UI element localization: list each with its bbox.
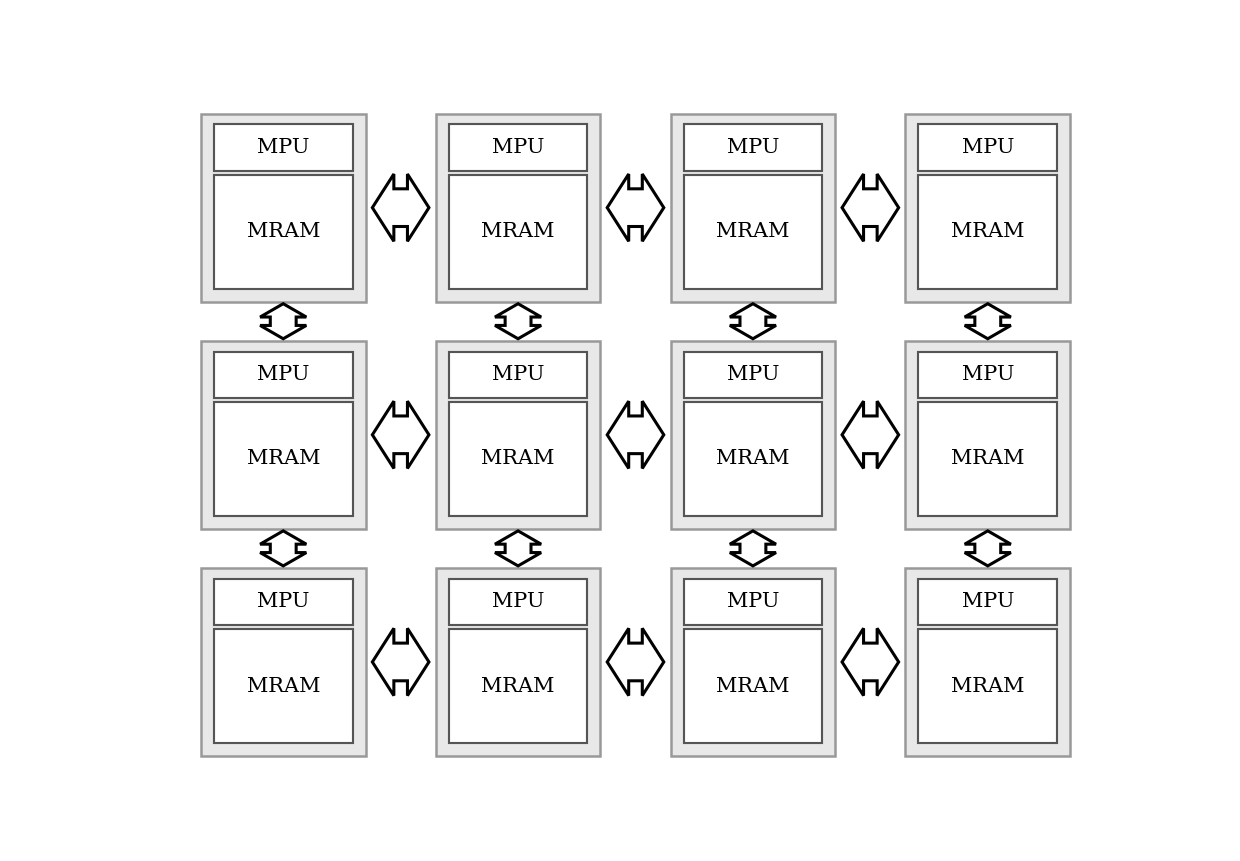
Bar — [683, 402, 822, 516]
Bar — [683, 175, 822, 288]
Polygon shape — [608, 174, 663, 241]
Polygon shape — [495, 531, 541, 566]
Bar — [919, 351, 1056, 398]
Text: MPU: MPU — [492, 592, 544, 611]
Text: MRAM: MRAM — [247, 677, 320, 696]
Text: MPU: MPU — [727, 592, 779, 611]
Polygon shape — [372, 174, 429, 241]
Bar — [215, 629, 352, 743]
Bar — [435, 341, 600, 529]
Polygon shape — [730, 304, 776, 338]
Bar — [683, 629, 822, 743]
Bar — [683, 579, 822, 625]
Bar — [201, 568, 366, 756]
Bar — [215, 175, 352, 288]
Text: MPU: MPU — [257, 138, 310, 157]
Bar — [919, 402, 1056, 516]
Polygon shape — [730, 531, 776, 566]
Bar — [683, 351, 822, 398]
Bar — [919, 175, 1056, 288]
Text: MPU: MPU — [961, 138, 1014, 157]
Text: MRAM: MRAM — [481, 222, 554, 241]
Bar — [201, 114, 366, 301]
Bar — [449, 629, 588, 743]
Text: MRAM: MRAM — [951, 222, 1024, 241]
Text: MRAM: MRAM — [247, 449, 320, 468]
Text: MPU: MPU — [492, 365, 544, 384]
Polygon shape — [965, 304, 1011, 338]
Bar — [919, 629, 1056, 743]
Bar — [671, 114, 836, 301]
Text: MRAM: MRAM — [717, 222, 790, 241]
Polygon shape — [842, 401, 899, 468]
Polygon shape — [260, 304, 306, 338]
Polygon shape — [842, 629, 899, 696]
Text: MPU: MPU — [257, 365, 310, 384]
Text: MPU: MPU — [727, 365, 779, 384]
Bar — [905, 114, 1070, 301]
Text: MRAM: MRAM — [717, 677, 790, 696]
Bar — [683, 125, 822, 170]
Text: MPU: MPU — [257, 592, 310, 611]
Text: MPU: MPU — [727, 138, 779, 157]
Text: MPU: MPU — [961, 592, 1014, 611]
Text: MPU: MPU — [961, 365, 1014, 384]
Bar — [919, 579, 1056, 625]
Text: MRAM: MRAM — [717, 449, 790, 468]
Bar — [201, 341, 366, 529]
Bar — [905, 568, 1070, 756]
Bar — [215, 351, 352, 398]
Polygon shape — [260, 531, 306, 566]
Bar — [919, 125, 1056, 170]
Bar — [435, 114, 600, 301]
Polygon shape — [495, 304, 541, 338]
Bar — [449, 125, 588, 170]
Polygon shape — [608, 629, 663, 696]
Polygon shape — [965, 531, 1011, 566]
Text: MRAM: MRAM — [951, 449, 1024, 468]
Bar — [215, 125, 352, 170]
Polygon shape — [842, 174, 899, 241]
Polygon shape — [372, 401, 429, 468]
Polygon shape — [608, 401, 663, 468]
Text: MRAM: MRAM — [481, 449, 554, 468]
Bar — [449, 579, 588, 625]
Bar — [449, 175, 588, 288]
Text: MRAM: MRAM — [247, 222, 320, 241]
Bar — [905, 341, 1070, 529]
Bar — [435, 568, 600, 756]
Bar — [215, 402, 352, 516]
Text: MPU: MPU — [492, 138, 544, 157]
Polygon shape — [372, 629, 429, 696]
Text: MRAM: MRAM — [951, 677, 1024, 696]
Text: MRAM: MRAM — [481, 677, 554, 696]
Bar — [671, 568, 836, 756]
Bar — [449, 402, 588, 516]
Bar — [449, 351, 588, 398]
Bar — [215, 579, 352, 625]
Bar — [671, 341, 836, 529]
